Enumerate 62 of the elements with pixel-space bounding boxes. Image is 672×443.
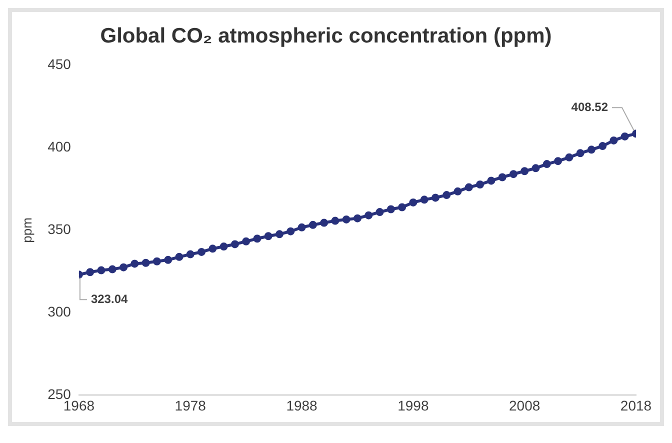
point (442, 191, 451, 200)
point (376, 208, 384, 216)
point (230, 240, 239, 248)
x-tick-label: 2018 (620, 397, 652, 414)
point (576, 149, 584, 158)
point (598, 142, 607, 150)
point (431, 194, 440, 202)
x-tick-label: 2008 (509, 397, 540, 414)
point (498, 173, 506, 182)
data-label: 323.04 (90, 292, 128, 306)
point (130, 260, 139, 268)
point (97, 266, 106, 274)
point (331, 216, 340, 225)
point (164, 256, 172, 264)
point (108, 265, 116, 274)
y-tick-label: 350 (48, 221, 72, 238)
point (542, 160, 551, 168)
point (509, 170, 518, 178)
point (220, 242, 228, 251)
point (420, 196, 428, 204)
point (152, 257, 161, 266)
x-tick-label: 1998 (398, 397, 429, 414)
point (342, 215, 350, 224)
point (320, 218, 328, 227)
chart-title: Global CO₂ atmospheric concentration (ppm) (100, 24, 552, 48)
point (275, 230, 284, 238)
y-tick-label: 450 (48, 56, 72, 72)
point (208, 244, 217, 253)
x-tick-label: 1988 (286, 397, 318, 414)
point (487, 176, 496, 185)
point (554, 157, 562, 166)
point (353, 214, 362, 222)
point (386, 205, 395, 214)
point (86, 268, 94, 276)
point (264, 232, 272, 240)
point (298, 223, 306, 232)
point (186, 250, 194, 258)
point (464, 183, 473, 192)
point (532, 164, 540, 172)
point (398, 203, 406, 212)
point (587, 146, 596, 154)
y-axis-title: ppm (19, 218, 34, 243)
point (454, 187, 462, 196)
point (198, 248, 206, 256)
point (409, 198, 418, 206)
y-tick-label: 300 (48, 304, 72, 320)
point (286, 227, 295, 236)
point (253, 234, 262, 243)
point (610, 136, 618, 144)
point (476, 180, 484, 188)
data-label: 408.52 (571, 100, 608, 114)
point (364, 211, 373, 220)
point (308, 220, 317, 229)
y-tick-label: 400 (48, 138, 72, 155)
point (620, 132, 629, 140)
point (142, 258, 150, 267)
point (242, 237, 250, 246)
point (520, 167, 529, 176)
point (120, 263, 128, 272)
point (565, 153, 574, 162)
x-tick-label: 1978 (174, 397, 206, 414)
point (175, 252, 184, 261)
